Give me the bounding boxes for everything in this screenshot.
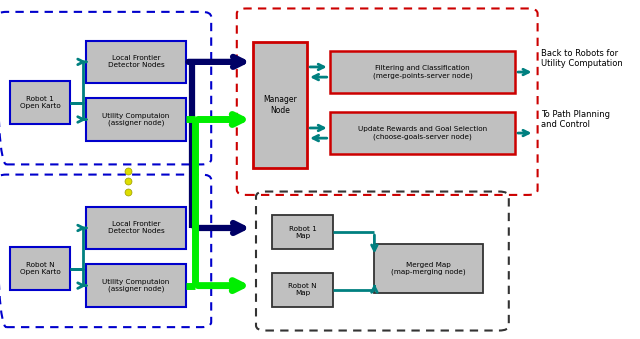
Text: Filtering and Classification
(merge-points-server node): Filtering and Classification (merge-poin… [372, 65, 472, 79]
Text: Update Rewards and Goal Selection
(choose-goals-server node): Update Rewards and Goal Selection (choos… [358, 126, 487, 140]
Text: Merged Map
(map-merging node): Merged Map (map-merging node) [392, 262, 466, 275]
Bar [86, 41, 186, 83]
Bar [10, 81, 70, 124]
Text: Back to Robots for
Utility Computation: Back to Robots for Utility Computation [541, 49, 623, 68]
Bar [86, 98, 186, 141]
Bar [86, 264, 186, 307]
Text: Robot 1
Map: Robot 1 Map [289, 226, 316, 239]
Text: Robot N
Open Karto: Robot N Open Karto [20, 262, 60, 275]
Bar [10, 247, 70, 290]
Bar [330, 51, 515, 93]
Text: Utility Computaion
(assigner node): Utility Computaion (assigner node) [102, 279, 170, 292]
Text: Robot 1
Open Karto: Robot 1 Open Karto [20, 96, 60, 109]
Text: Local Frontier
Detector Nodes: Local Frontier Detector Nodes [108, 55, 164, 68]
Bar [272, 273, 333, 307]
Text: Robot N
Map: Robot N Map [288, 283, 317, 296]
Text: Manager
Node: Manager Node [263, 95, 297, 115]
Bar [330, 112, 515, 154]
Bar [253, 42, 307, 168]
Bar [374, 244, 483, 293]
Text: To Path Planning
and Control: To Path Planning and Control [541, 110, 610, 129]
Bar [272, 215, 333, 249]
Bar [86, 207, 186, 249]
Text: Local Frontier
Detector Nodes: Local Frontier Detector Nodes [108, 221, 164, 235]
Text: Utility Computaion
(assigner node): Utility Computaion (assigner node) [102, 113, 170, 126]
